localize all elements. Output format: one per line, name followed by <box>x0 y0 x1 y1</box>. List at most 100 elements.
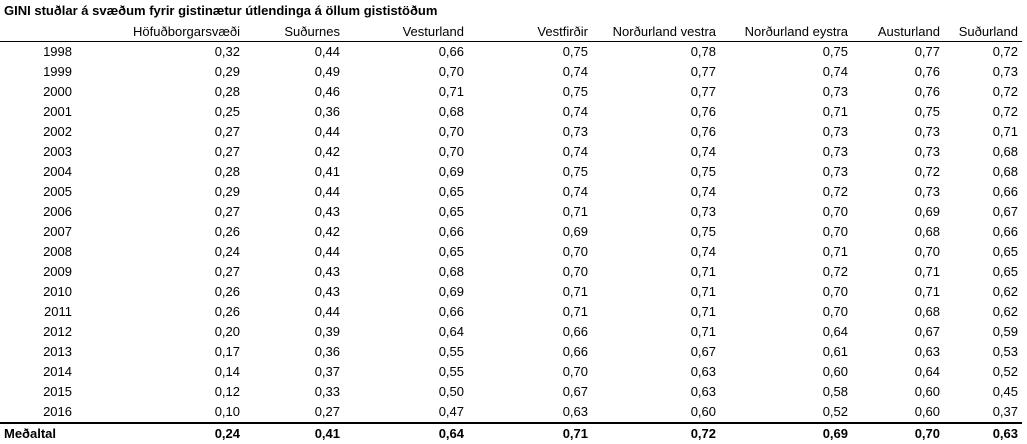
table-cell: 0,70 <box>438 64 464 79</box>
table-cell: 0,73 <box>690 204 716 219</box>
table-cell: 0,70 <box>562 244 588 259</box>
table-cell: 0,66 <box>562 344 588 359</box>
table-cell: 0,25 <box>214 104 240 119</box>
summary-cell: 0,63 <box>944 422 1022 444</box>
row-year: 2011 <box>44 304 72 319</box>
table-cell: 0,68 <box>438 104 464 119</box>
table-cell: 0,39 <box>314 324 340 339</box>
table-cell: 0,41 <box>314 164 340 179</box>
table-cell: 0,76 <box>914 64 940 79</box>
table-cell: 0,74 <box>690 144 716 159</box>
table-row: 2012 0,20 0,39 0,64 0,66 0,71 0,64 0,67 0,59 <box>0 322 1022 342</box>
row-year: 2009 <box>43 264 72 279</box>
table-cell: 0,66 <box>438 304 464 319</box>
table-cell: 0,74 <box>562 64 588 79</box>
table-cell: 0,32 <box>214 44 240 59</box>
row-year: 2013 <box>43 344 72 359</box>
table-cell: 0,29 <box>214 184 240 199</box>
table-cell: 0,62 <box>992 284 1018 299</box>
table-row: 2014 0,14 0,37 0,55 0,70 0,63 0,60 0,64 0,52 <box>0 362 1022 382</box>
table-cell: 0,72 <box>914 164 940 179</box>
table-cell: 0,53 <box>992 344 1018 359</box>
table-cell: 0,60 <box>690 404 716 419</box>
summary-cell: 0,69 <box>720 422 852 444</box>
table-cell: 0,72 <box>992 104 1018 119</box>
table-cell: 0,63 <box>914 344 940 359</box>
table-cell: 0,42 <box>314 224 340 239</box>
column-header-vesturland: Vesturland <box>344 22 468 42</box>
table-cell: 0,74 <box>562 184 588 199</box>
table-cell: 0,64 <box>822 324 848 339</box>
table-cell: 0,37 <box>314 364 340 379</box>
table-cell: 0,45 <box>992 384 1018 399</box>
row-year: 2014 <box>43 364 72 379</box>
column-header-sudurnes: Suðurnes <box>244 22 344 42</box>
table-cell: 0,77 <box>690 84 716 99</box>
summary-cell: 0,24 <box>76 422 244 444</box>
table-cell: 0,71 <box>914 264 940 279</box>
table-cell: 0,73 <box>562 124 588 139</box>
table-cell: 0,43 <box>314 264 340 279</box>
table-row: 1999 0,29 0,49 0,70 0,74 0,77 0,74 0,76 0,73 <box>0 62 1022 82</box>
table-cell: 0,58 <box>822 384 848 399</box>
row-year: 2001 <box>43 104 72 119</box>
column-header-vestfirdir: Vestfirðir <box>468 22 592 42</box>
table-cell: 0,67 <box>690 344 716 359</box>
table-cell: 0,28 <box>214 164 240 179</box>
table-row: 2002 0,27 0,44 0,70 0,73 0,76 0,73 0,73 0,71 <box>0 122 1022 142</box>
table-cell: 0,65 <box>438 184 464 199</box>
table-cell: 0,74 <box>690 244 716 259</box>
table-cell: 0,64 <box>914 364 940 379</box>
table-cell: 0,68 <box>992 164 1018 179</box>
summary-cell: 0,72 <box>592 422 720 444</box>
table-cell: 0,26 <box>214 304 240 319</box>
row-year: 2003 <box>43 144 72 159</box>
table-cell: 0,27 <box>214 264 240 279</box>
table-cell: 0,70 <box>914 244 940 259</box>
table-title: GINI stuðlar á svæðum fyrir gistinætur ú… <box>4 3 438 18</box>
table-row: 2016 0,10 0,27 0,47 0,63 0,60 0,52 0,60 0,37 <box>0 402 1022 423</box>
row-year: 1999 <box>43 64 72 79</box>
column-header-nordurland-vestra: Norðurland vestra <box>592 22 720 42</box>
table-cell: 0,60 <box>914 384 940 399</box>
table-cell: 0,44 <box>314 244 340 259</box>
table-cell: 0,76 <box>914 84 940 99</box>
table-row: 2004 0,28 0,41 0,69 0,75 0,75 0,73 0,72 0,68 <box>0 162 1022 182</box>
table-cell: 0,63 <box>562 404 588 419</box>
summary-cell: 0,41 <box>244 422 344 444</box>
table-cell: 0,61 <box>822 344 848 359</box>
table-cell: 0,46 <box>314 84 340 99</box>
header-row: Höfuðborgarsvæði Suðurnes Vesturland Ves… <box>0 22 1022 42</box>
table-cell: 0,37 <box>992 404 1018 419</box>
table-cell: 0,42 <box>314 144 340 159</box>
table-cell: 0,27 <box>214 204 240 219</box>
summary-cell: 0,64 <box>344 422 468 444</box>
table-cell: 0,73 <box>914 144 940 159</box>
table-cell: 0,71 <box>690 324 716 339</box>
table-cell: 0,74 <box>562 144 588 159</box>
table-cell: 0,44 <box>314 124 340 139</box>
table-cell: 0,63 <box>690 384 716 399</box>
table-cell: 0,72 <box>992 44 1018 59</box>
table-cell: 0,50 <box>438 384 464 399</box>
table-cell: 0,73 <box>992 64 1018 79</box>
row-year: 2006 <box>43 204 72 219</box>
table-cell: 0,76 <box>690 104 716 119</box>
table-cell: 0,62 <box>992 304 1018 319</box>
summary-cell: 0,70 <box>852 422 944 444</box>
table-cell: 0,26 <box>214 224 240 239</box>
table-row: 2003 0,27 0,42 0,70 0,74 0,74 0,73 0,73 0,68 <box>0 142 1022 162</box>
table-row: 2013 0,17 0,36 0,55 0,66 0,67 0,61 0,63 0,53 <box>0 342 1022 362</box>
table-cell: 0,72 <box>822 184 848 199</box>
table-cell: 0,68 <box>992 144 1018 159</box>
table-row: 1998 0,32 0,44 0,66 0,75 0,78 0,75 0,77 0,72 <box>0 42 1022 63</box>
row-year: 2015 <box>43 384 72 399</box>
table-cell: 0,71 <box>914 284 940 299</box>
row-year: 2008 <box>43 244 72 259</box>
table-cell: 0,75 <box>562 44 588 59</box>
table-cell: 0,71 <box>822 244 848 259</box>
table-row: 2015 0,12 0,33 0,50 0,67 0,63 0,58 0,60 0,45 <box>0 382 1022 402</box>
table-cell: 0,65 <box>438 204 464 219</box>
table-cell: 0,29 <box>214 64 240 79</box>
table-cell: 0,71 <box>690 284 716 299</box>
